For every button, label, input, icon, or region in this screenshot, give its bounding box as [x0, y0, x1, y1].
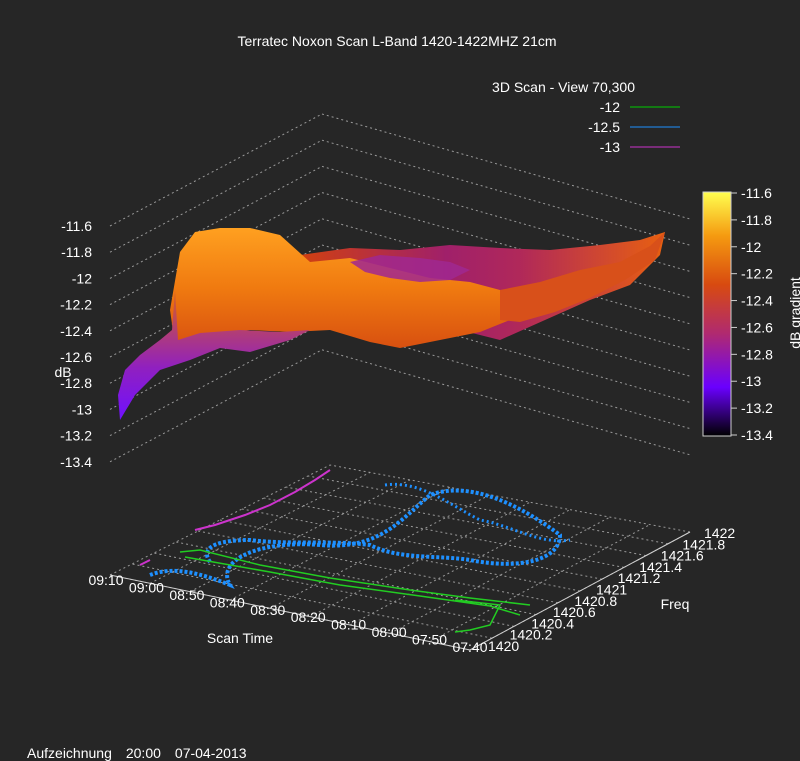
freq-tick-label: 1420.6 [553, 604, 596, 620]
back-grid-line-right [321, 323, 691, 430]
colorbar-label: dB gradient [787, 277, 800, 349]
back-grid-line-right [321, 349, 691, 456]
x-axis-label: Scan Time [207, 630, 273, 646]
contour-magenta [139, 469, 331, 566]
z-tick-label: -12.4 [60, 323, 92, 339]
z-axis-label: dB [54, 364, 71, 380]
time-tick-label: 07:40 [452, 639, 487, 655]
base-grid-line [197, 530, 559, 604]
colorbar-tick-label: -11.6 [741, 185, 772, 201]
z-tick-label: -11.8 [61, 244, 92, 260]
freq-axis-ticks: 14201420.21420.41420.61420.814211421.214… [488, 525, 735, 654]
contour-green [179, 549, 531, 633]
surface-left [118, 290, 310, 420]
footer-date: 07-04-2013 [174, 745, 247, 761]
footer-time: 20:00 [125, 745, 161, 761]
base-grid-line [109, 464, 331, 576]
contour-blue [149, 488, 563, 590]
z-tick-label: -11.6 [61, 218, 92, 234]
freq-tick-label: 1421.4 [639, 559, 682, 575]
freq-tick-label: 1421.6 [661, 548, 704, 564]
time-tick-label: 08:20 [291, 609, 326, 625]
time-tick-label: 09:10 [88, 572, 123, 588]
z-tick-label: -12.8 [60, 375, 92, 391]
base-grid-line [349, 509, 571, 626]
colorbar-tick-label: -12.6 [741, 319, 773, 335]
z-tick-label: -13.4 [60, 454, 92, 470]
freq-tick-label: 1420.8 [574, 593, 617, 609]
time-tick-label: 08:00 [372, 624, 407, 640]
back-grid-line-right [321, 113, 691, 220]
y-axis-label: Freq [661, 596, 690, 612]
colorbar-tick-label: -13 [741, 373, 761, 389]
base-grid-line [263, 497, 625, 568]
base-grid-line [241, 508, 603, 580]
base-grid [109, 464, 691, 651]
freq-tick-label: 1421 [596, 582, 627, 598]
surface-purple-patch [350, 255, 470, 282]
back-grid-line-right [321, 296, 691, 403]
legend-label-2: -12.5 [588, 119, 620, 135]
base-grid-line [307, 475, 669, 545]
back-grid-line-right [321, 165, 691, 272]
z-tick-label: -12 [72, 270, 92, 286]
freq-tick-label: 1420.2 [510, 627, 553, 643]
z-axis-ticks: -11.6 -11.8 -12 -12.2 -12.4 -12.6 -12.8 -13 -13.… [60, 218, 92, 470]
colorbar-tick-label: -12.2 [741, 266, 773, 282]
colorbar-tick-label: -11.8 [741, 212, 772, 228]
colorbar-ticks: -11.6 -11.8 -12 -12.2 -12.4 -12.6 -12.8 -13 -13.… [731, 185, 773, 443]
time-tick-label: 08:30 [250, 602, 285, 618]
z-tick-label: -12.2 [60, 297, 92, 313]
colorbar-tick-label: -12 [741, 239, 761, 255]
chart-subtitle: 3D Scan - View 70,300 [492, 79, 635, 95]
base-grid-line [429, 524, 651, 643]
colorbar-tick-label: -12.4 [741, 293, 773, 309]
base-grid-line [329, 464, 691, 533]
z-tick-label: -13 [72, 401, 92, 417]
z-tick-label: -13.2 [60, 428, 92, 444]
base-grid-line [219, 519, 581, 592]
base-grid-line [285, 486, 647, 557]
surface-front [170, 228, 520, 348]
back-grid-line-right [321, 139, 691, 246]
time-tick-label: 08:10 [331, 617, 366, 633]
back-grid-line-right [321, 192, 691, 299]
base-grid-line [309, 501, 531, 618]
freq-tick-label: 1420.4 [531, 615, 574, 631]
back-grid-line-left [109, 113, 323, 227]
time-tick-label: 07:50 [412, 632, 447, 648]
legend-label-3: -13 [600, 139, 620, 155]
base-grid-line [389, 516, 611, 634]
surface [118, 228, 665, 420]
colorbar-tick-label: -13.4 [741, 427, 773, 443]
freq-tick-label: 1421.2 [618, 570, 661, 586]
colorbar-gradient [702, 191, 732, 437]
base-grid-line [229, 486, 451, 601]
time-tick-label: 08:40 [210, 594, 245, 610]
footer-label: Aufzeichnung [27, 745, 112, 761]
chart-title: Terratec Noxon Scan L-Band 1420-1422MHZ … [237, 33, 556, 49]
surface-right-slope [500, 232, 665, 322]
freq-tick-label: 1421.8 [682, 536, 725, 552]
base-grid-line [189, 479, 411, 593]
footer: Aufzeichnung 20:00 07-04-2013 [20, 729, 261, 761]
colorbar-tick-label: -12.8 [741, 346, 773, 362]
base-border [109, 531, 691, 651]
base-grid-line [269, 494, 491, 609]
time-tick-label: 08:50 [169, 587, 204, 603]
base-grid-line [153, 552, 515, 627]
time-axis-ticks: 09:10 09:00 08:50 08:40 08:30 08:20 08:10 08:00… [88, 572, 487, 655]
time-tick-label: 09:00 [129, 579, 164, 595]
freq-tick-label: 1420 [488, 638, 519, 654]
colorbar-tick-label: -13.2 [741, 400, 773, 416]
base-grid-line [131, 563, 493, 639]
contours-base [139, 469, 571, 633]
z-tick-label: -12.6 [60, 349, 92, 365]
freq-tick-label: 1422 [704, 525, 735, 541]
colorbar: -11.6 -11.8 -12 -12.2 -12.4 -12.6 -12.8 -13 -13.… [702, 185, 800, 443]
base-grid-line [149, 471, 371, 584]
contour-legend: -12 -12.5 -13 [588, 99, 680, 155]
legend-label-1: -12 [600, 99, 620, 115]
